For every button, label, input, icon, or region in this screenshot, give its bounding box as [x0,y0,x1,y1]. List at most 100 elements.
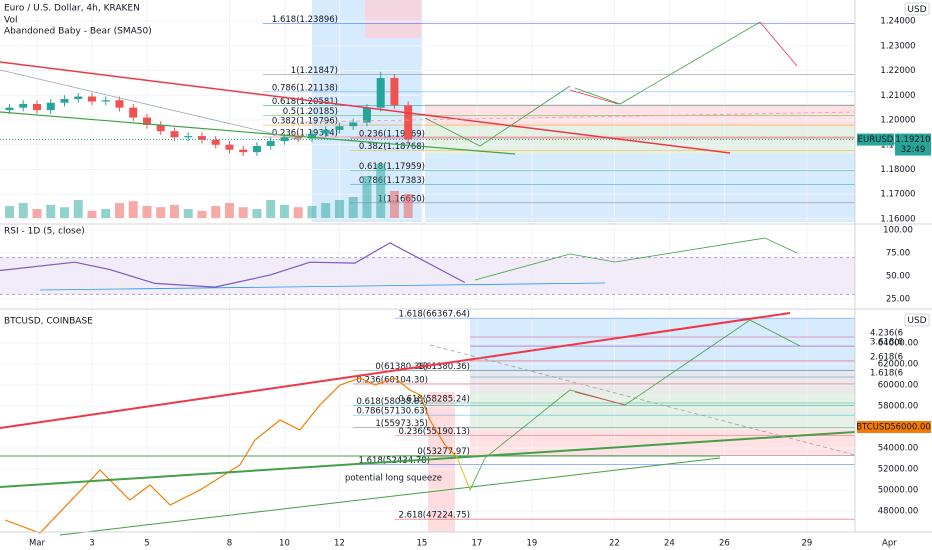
x-tick-label: 15 [417,539,428,549]
y-tick-label: 50.00 [886,272,910,282]
projection-arrow [574,21,761,105]
fib-label: 1(55973.35) [375,419,428,429]
x-tick-label: 17 [472,539,483,549]
channel-line [0,312,791,429]
candle-body [280,137,289,142]
volume-bar [156,207,166,218]
projection-line [429,344,856,456]
x-tick-label: 22 [609,539,620,549]
indicator-label: Vol [4,16,17,26]
marks-layer [0,71,855,534]
candle-body [184,136,193,138]
fib-label: 1.618(1.23896) [272,15,338,25]
volume-bar [73,200,83,218]
price-line [0,242,466,288]
y-tick-label: 48000.00 [878,507,919,517]
symbol-tag [857,420,890,433]
fib-label: 0.236(1.19314) [272,128,338,138]
projection-arrow [569,89,619,105]
volume-bar [279,204,289,218]
volume-bar [307,206,317,218]
fib-label: 2.618(6 [870,352,903,362]
volume-bar [142,206,152,218]
volume-bar [389,191,399,218]
candle-body [294,137,303,139]
price-label: 56000.00 [890,422,931,432]
candle-body [74,96,83,100]
volume-bar [334,200,344,218]
fib-label: 1(1.21847) [291,66,338,76]
channel-line [0,431,856,488]
fib-label: 0.786(1.17383) [359,176,425,186]
candle-body [170,131,179,138]
candle-body [266,141,275,146]
y-tick-label: 100.00 [883,226,913,236]
x-tick-label: Mar [29,539,46,549]
candle-body [32,103,41,111]
fib-label: 0.618(58285.24) [398,394,470,404]
candle-body [87,96,96,102]
candle-body [376,77,385,108]
green-zone [470,394,855,430]
y-tick-label: 54000.00 [878,444,919,454]
y-tick-label: 1.24000 [880,17,915,27]
indicator-label: Abandoned Baby - Bear (SMA50) [4,27,152,37]
fib-label: 3.618(6 [870,338,903,348]
fib-label: 2.618(47224.75) [398,511,470,521]
rsi-projection [474,237,798,281]
x-tick-label: 26 [719,539,730,549]
volume-bar [348,197,358,218]
rsi-band [0,257,855,295]
candle-body [335,126,344,130]
symbol-label: EURUSD [858,135,894,145]
y-tick-label: 1.18000 [880,165,915,175]
y-tick-label: 1.17000 [880,190,915,200]
candle-body [197,136,206,140]
volume-bar [376,164,386,218]
candle-body [349,122,358,127]
projection-arrow [574,391,626,406]
currency-box [904,313,930,327]
drawings-layer [0,21,856,536]
y-tick-label: 64000.00 [878,338,919,348]
gray-zone [470,372,855,394]
volume-bar [362,176,372,218]
volume-bar [128,201,138,218]
volume-bar [266,200,276,218]
fib-label: 0.618(58038.81) [356,397,428,407]
fib-label: 0.382(1.19796) [272,117,338,127]
currency: USD [907,316,926,326]
blue-zone [425,154,855,222]
candle-body [142,117,151,125]
candle-body [5,107,14,111]
fib-label: 1(61380.36) [417,362,470,372]
chart-title: Euro / U.S. Dollar, 4h, KRAKEN [4,4,140,14]
x-tick-label: 24 [664,539,675,549]
countdown: 32:49 [901,145,926,155]
y-tick-label: 1.16000 [880,214,915,224]
y-tick-label: 1.23000 [880,41,915,51]
volume-bar [252,209,262,218]
fib-label: 0.786(1.21138) [272,83,338,93]
volume-bar [183,209,193,218]
grid-layer [0,0,890,532]
fib-label: 0(61380.36) [375,362,428,372]
candle-body [129,107,138,118]
candle-body [225,144,234,150]
volume-bar [169,204,179,218]
volume-bar [4,206,14,218]
y-tick-label: 62000.00 [878,359,919,369]
volume-bar [87,210,97,218]
fib-label: 1(1.16650) [378,194,425,204]
volume-bar [197,210,207,218]
x-tick-label: Apr [882,539,897,549]
candle-body [46,102,55,111]
candle-body [101,100,110,102]
fib-label: 0.618(1.20581) [272,97,338,107]
symbol-tag [857,133,894,146]
candle-body [239,149,248,153]
y-tick-label: 58000.00 [878,401,919,411]
projection-arrow [759,21,798,67]
candle-body [211,139,220,145]
fib-label: 0.618(1.17959) [359,162,425,172]
